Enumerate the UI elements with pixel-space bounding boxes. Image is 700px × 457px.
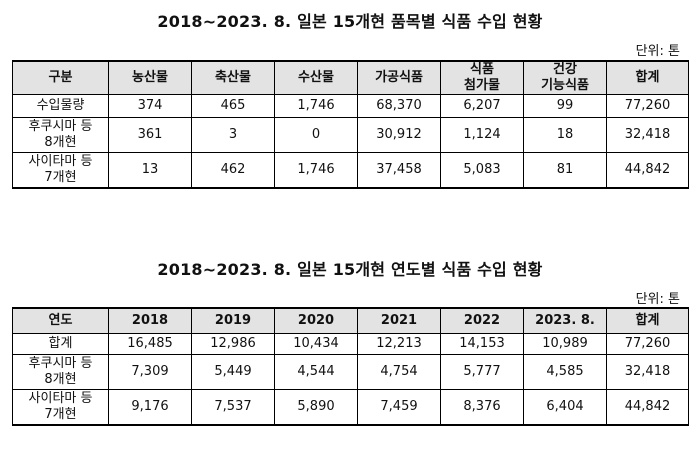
table1-header-fishery: 수산물	[274, 60, 358, 95]
cell: 7,537	[191, 389, 275, 426]
cell: 6,404	[523, 389, 607, 426]
table2-title: 2018~2023. 8. 일본 15개현 연도별 식품 수입 현황	[157, 260, 543, 279]
cell: 10,434	[274, 333, 358, 355]
cell: 18	[523, 117, 607, 153]
cell: 462	[191, 152, 275, 189]
cell: 1,746	[274, 152, 358, 189]
cell: 77,260	[606, 333, 689, 355]
cell: 5,449	[191, 354, 275, 390]
cell: 4,585	[523, 354, 607, 390]
table2-header-2022: 2022	[440, 307, 524, 334]
table-row: 합계 16,485 12,986 10,434 12,213 14,153 10…	[12, 333, 689, 355]
table1-header-processed: 가공식품	[357, 60, 441, 95]
cell: 44,842	[606, 389, 689, 426]
table1-header-category: 구분	[12, 60, 109, 95]
cell: 7,459	[357, 389, 441, 426]
table-row: 후쿠시마 등 8개현 361 3 0 30,912 1,124 18 32,41…	[12, 117, 689, 153]
cell: 81	[523, 152, 607, 189]
table2-header-2019: 2019	[191, 307, 275, 334]
row-label: 후쿠시마 등 8개현	[12, 354, 109, 390]
cell: 1,746	[274, 94, 358, 118]
cell: 7,309	[108, 354, 192, 390]
cell: 8,376	[440, 389, 524, 426]
cell: 99	[523, 94, 607, 118]
cell: 32,418	[606, 117, 689, 153]
table-row: 사이타마 등 7개현 13 462 1,746 37,458 5,083 81 …	[12, 152, 689, 189]
cell: 5,890	[274, 389, 358, 426]
cell: 6,207	[440, 94, 524, 118]
cell: 14,153	[440, 333, 524, 355]
cell: 37,458	[357, 152, 441, 189]
table-by-year: 연도 2018 2019 2020 2021 2022 2023. 8. 합계 …	[12, 307, 689, 426]
table2-header-2020: 2020	[274, 307, 358, 334]
table1-title: 2018~2023. 8. 일본 15개현 품목별 식품 수입 현황	[157, 12, 543, 31]
cell: 32,418	[606, 354, 689, 390]
cell: 0	[274, 117, 358, 153]
row-label: 사이타마 등 7개현	[12, 152, 109, 189]
cell: 44,842	[606, 152, 689, 189]
cell: 12,986	[191, 333, 275, 355]
cell: 5,777	[440, 354, 524, 390]
cell: 9,176	[108, 389, 192, 426]
table-by-product: 구분 농산물 축산물 수산물 가공식품 식품 첨가물 건강 기능식품 합계 수입…	[12, 60, 689, 189]
cell: 4,754	[357, 354, 441, 390]
cell: 4,544	[274, 354, 358, 390]
row-label: 후쿠시마 등 8개현	[12, 117, 109, 153]
row-label: 합계	[12, 333, 109, 355]
table2-header-row: 연도 2018 2019 2020 2021 2022 2023. 8. 합계	[12, 307, 689, 334]
table1-header-livestock: 축산물	[191, 60, 275, 95]
cell: 16,485	[108, 333, 192, 355]
table2-header-2021: 2021	[357, 307, 441, 334]
table-row: 후쿠시마 등 8개현 7,309 5,449 4,544 4,754 5,777…	[12, 354, 689, 390]
table1-header-health: 건강 기능식품	[523, 60, 607, 95]
table2-header-2023: 2023. 8.	[523, 307, 607, 334]
table2-header-2018: 2018	[108, 307, 192, 334]
cell: 68,370	[357, 94, 441, 118]
table-row: 사이타마 등 7개현 9,176 7,537 5,890 7,459 8,376…	[12, 389, 689, 426]
table2-header-total: 합계	[606, 307, 689, 334]
cell: 465	[191, 94, 275, 118]
cell: 361	[108, 117, 192, 153]
cell: 77,260	[606, 94, 689, 118]
table1-header-row: 구분 농산물 축산물 수산물 가공식품 식품 첨가물 건강 기능식품 합계	[12, 60, 689, 95]
row-label: 사이타마 등 7개현	[12, 389, 109, 426]
cell: 30,912	[357, 117, 441, 153]
row-label: 수입물량	[12, 94, 109, 118]
table1-header-additives: 식품 첨가물	[440, 60, 524, 95]
cell: 12,213	[357, 333, 441, 355]
table1-unit: 단위: 톤	[635, 44, 680, 59]
cell: 13	[108, 152, 192, 189]
table1-header-agri: 농산물	[108, 60, 192, 95]
cell: 374	[108, 94, 192, 118]
cell: 10,989	[523, 333, 607, 355]
table2-unit: 단위: 톤	[635, 292, 680, 307]
table-row: 수입물량 374 465 1,746 68,370 6,207 99 77,26…	[12, 94, 689, 118]
cell: 5,083	[440, 152, 524, 189]
cell: 1,124	[440, 117, 524, 153]
cell: 3	[191, 117, 275, 153]
table2-header-year: 연도	[12, 307, 109, 334]
table1-header-total: 합계	[606, 60, 689, 95]
